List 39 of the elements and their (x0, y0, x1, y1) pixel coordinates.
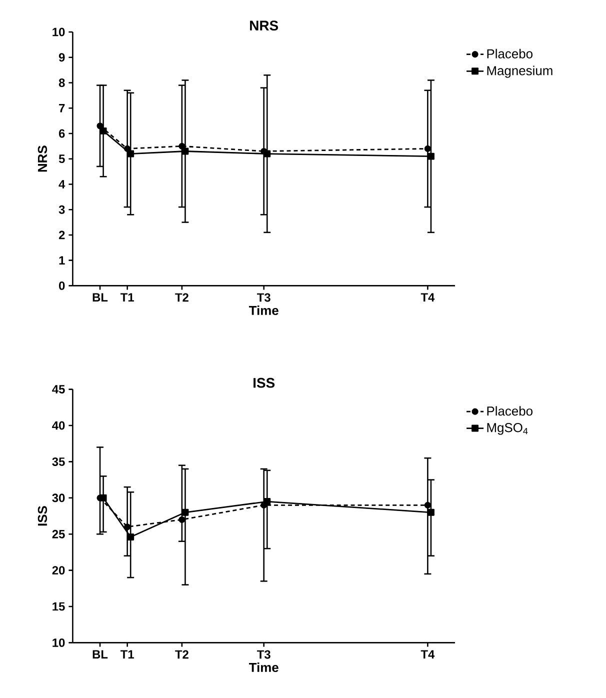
chart-title: ISS (254, 378, 275, 388)
y-tick-label: 25 (52, 530, 65, 538)
y-tick-label: 0 (59, 281, 65, 290)
x-tick-label: T2 (175, 293, 188, 302)
y-tick-label: 40 (52, 421, 65, 430)
y-tick-label: 10 (52, 638, 65, 647)
y-tick-label: 8 (58, 78, 65, 87)
x-tick-label: T2 (175, 650, 188, 659)
x-axis-title: Time (248, 662, 278, 672)
y-tick-label: 1 (59, 256, 65, 264)
x-tick-label: T1 (120, 293, 134, 302)
y-tick-label: 5 (58, 154, 65, 164)
x-tick-label: T4 (420, 650, 435, 658)
y-tick-label: 10 (52, 28, 65, 36)
x-tick-label: T3 (257, 650, 270, 659)
x-tick-label: T3 (257, 293, 270, 302)
y-tick-label: 6 (58, 129, 65, 138)
y-axis-title: ISS (38, 506, 48, 526)
chart-title: NRS (250, 20, 278, 31)
x-tick-label: T4 (420, 293, 435, 302)
y-tick-label: 7 (59, 104, 65, 112)
legend-label: Placebo (487, 406, 532, 416)
y-tick-label: 45 (52, 385, 65, 394)
y-tick-label: 9 (58, 53, 65, 62)
x-tick-label: BL (92, 650, 108, 658)
y-tick-label: 15 (52, 602, 65, 611)
legend-label: Magnesium (487, 66, 552, 78)
legend-label: MgSO$_{4}$ (487, 423, 528, 435)
y-axis-title: NRS (38, 146, 48, 172)
y-tick-label: 2 (58, 230, 65, 240)
y-tick-label: 3 (58, 205, 65, 214)
y-tick-label: 35 (52, 457, 65, 466)
y-tick-label: 4 (58, 180, 66, 188)
y-tick-label: 20 (52, 566, 65, 575)
y-tick-label: 30 (52, 494, 65, 502)
x-tick-label: T1 (120, 650, 134, 658)
x-axis-title: Time (248, 306, 278, 316)
legend-label: Placebo (487, 48, 532, 58)
x-tick-label: BL (92, 293, 108, 302)
